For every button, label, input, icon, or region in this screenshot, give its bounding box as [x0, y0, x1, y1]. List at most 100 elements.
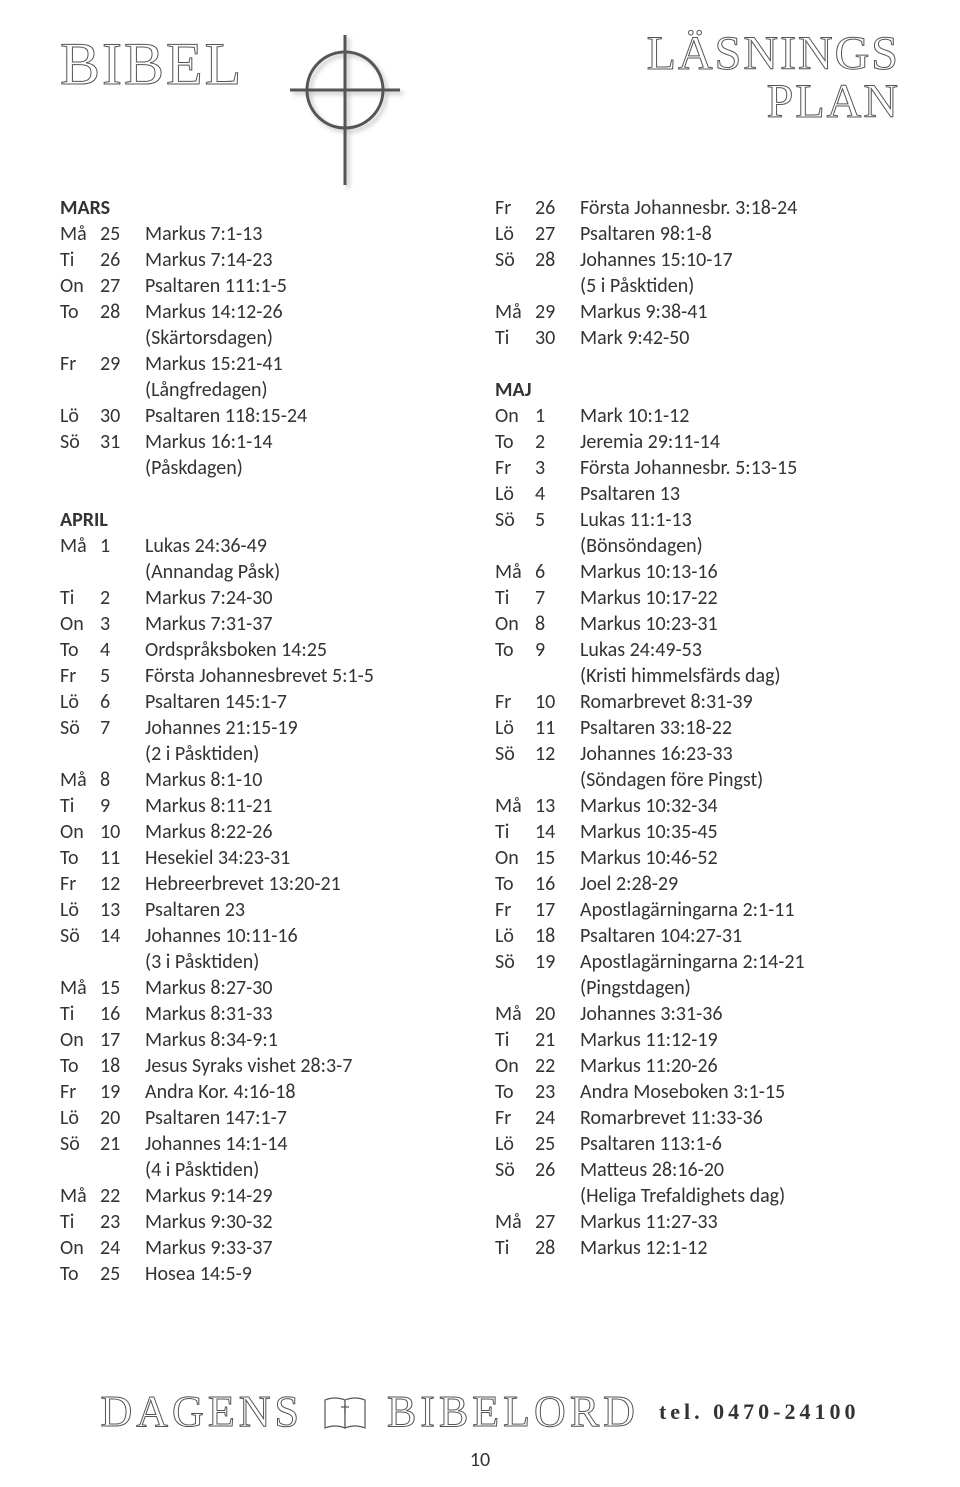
scripture-ref: Hosea 14:5-9 [145, 1261, 465, 1287]
weekday: Må [495, 1209, 535, 1235]
note: (Pingstdagen) [495, 975, 900, 1001]
weekday: Fr [60, 351, 100, 377]
scripture-ref: Psaltaren 111:1-5 [145, 273, 465, 299]
date-num: 9 [535, 637, 580, 663]
scripture-ref: Jesus Syraks vishet 28:3-7 [145, 1053, 465, 1079]
date-num: 3 [100, 611, 145, 637]
weekday: Ti [60, 793, 100, 819]
reading-row: Må22Markus 9:14-29 [60, 1183, 465, 1209]
reading-row: Sö14Johannes 10:11-16 [60, 923, 465, 949]
reading-row: On3Markus 7:31-37 [60, 611, 465, 637]
date-num: 28 [535, 247, 580, 273]
weekday: Ti [495, 585, 535, 611]
bible-icon [323, 1394, 367, 1430]
reading-row: To16Joel 2:28-29 [495, 871, 900, 897]
date-num: 25 [100, 221, 145, 247]
reading-row: Lö18Psaltaren 104:27-31 [495, 923, 900, 949]
reading-row: Ti14Markus 10:35-45 [495, 819, 900, 845]
date-num: 3 [535, 455, 580, 481]
reading-row: Sö19Apostlagärningarna 2:14-21 [495, 949, 900, 975]
weekday: Lö [495, 221, 535, 247]
scripture-ref: Markus 9:33-37 [145, 1235, 465, 1261]
reading-row: Må27Markus 11:27-33 [495, 1209, 900, 1235]
weekday: Fr [60, 663, 100, 689]
date-num: 14 [535, 819, 580, 845]
date-num: 1 [100, 533, 145, 559]
date-num: 26 [535, 195, 580, 221]
date-num: 22 [100, 1183, 145, 1209]
date-num: 28 [535, 1235, 580, 1261]
weekday: Sö [495, 1157, 535, 1183]
scripture-ref: Markus 8:34-9:1 [145, 1027, 465, 1053]
date-num: 21 [535, 1027, 580, 1053]
scripture-ref: Markus 8:11-21 [145, 793, 465, 819]
note: (Söndagen före Pingst) [495, 767, 900, 793]
date-num: 11 [100, 845, 145, 871]
reading-row: Sö28Johannes 15:10-17 [495, 247, 900, 273]
reading-row: To23Andra Moseboken 3:1-15 [495, 1079, 900, 1105]
weekday: Lö [60, 403, 100, 429]
weekday: On [495, 403, 535, 429]
date-num: 15 [100, 975, 145, 1001]
date-num: 5 [535, 507, 580, 533]
reading-row: Fr17Apostlagärningarna 2:1-11 [495, 897, 900, 923]
date-num: 13 [100, 897, 145, 923]
weekday: On [495, 845, 535, 871]
reading-row: Ti28Markus 12:1-12 [495, 1235, 900, 1261]
weekday: On [60, 611, 100, 637]
date-num: 28 [100, 299, 145, 325]
weekday: Må [495, 559, 535, 585]
scripture-ref: Psaltaren 98:1-8 [580, 221, 900, 247]
note: (Långfredagen) [60, 377, 465, 403]
date-num: 12 [535, 741, 580, 767]
footer-left: DAGENS [101, 1386, 303, 1437]
reading-row: Sö26Matteus 28:16-20 [495, 1157, 900, 1183]
date-num: 31 [100, 429, 145, 455]
date-num: 6 [535, 559, 580, 585]
reading-row: Sö12Johannes 16:23-33 [495, 741, 900, 767]
scripture-ref: Markus 10:32-34 [580, 793, 900, 819]
scripture-ref: Johannes 14:1-14 [145, 1131, 465, 1157]
reading-row: Ti30Mark 9:42-50 [495, 325, 900, 351]
scripture-ref: Markus 12:1-12 [580, 1235, 900, 1261]
weekday: Må [495, 793, 535, 819]
left-column: MARSMå25Markus 7:1-13Ti26Markus 7:14-23O… [60, 195, 465, 1287]
date-num: 16 [535, 871, 580, 897]
weekday: Ti [495, 819, 535, 845]
date-num: 20 [100, 1105, 145, 1131]
date-num: 17 [100, 1027, 145, 1053]
scripture-ref: Romarbrevet 11:33-36 [580, 1105, 900, 1131]
note: (Bönsöndagen) [495, 533, 900, 559]
weekday: Ti [60, 1209, 100, 1235]
title-right-2: PLAN [647, 78, 900, 126]
weekday: Lö [60, 1105, 100, 1131]
date-num: 29 [535, 299, 580, 325]
reading-row: On17Markus 8:34-9:1 [60, 1027, 465, 1053]
reading-row: Fr26Första Johannesbr. 3:18-24 [495, 195, 900, 221]
date-num: 8 [535, 611, 580, 637]
weekday: To [60, 1053, 100, 1079]
date-num: 9 [100, 793, 145, 819]
title-bibel: BIBEL [60, 30, 243, 99]
reading-row: Fr29Markus 15:21-41 [60, 351, 465, 377]
scripture-ref: Markus 10:46-52 [580, 845, 900, 871]
note: (Kristi himmelsfärds dag) [495, 663, 900, 689]
date-num: 21 [100, 1131, 145, 1157]
title-lasnings-plan: LÄSNINGS PLAN [647, 30, 900, 126]
reading-row: Lö25Psaltaren 113:1-6 [495, 1131, 900, 1157]
note: (Heliga Trefaldighets dag) [495, 1183, 900, 1209]
weekday: To [60, 637, 100, 663]
scripture-ref: Markus 10:35-45 [580, 819, 900, 845]
date-num: 27 [535, 1209, 580, 1235]
date-num: 10 [100, 819, 145, 845]
weekday: To [60, 1261, 100, 1287]
reading-row: Må1Lukas 24:36-49 [60, 533, 465, 559]
footer-right: BIBELORD [387, 1386, 639, 1437]
cross-icon [280, 30, 410, 190]
note: (4 i Påsktiden) [60, 1157, 465, 1183]
spacer [495, 351, 900, 377]
weekday: On [495, 1053, 535, 1079]
scripture-ref: Markus 14:12-26 [145, 299, 465, 325]
scripture-ref: Markus 9:14-29 [145, 1183, 465, 1209]
note: (5 i Påsktiden) [495, 273, 900, 299]
